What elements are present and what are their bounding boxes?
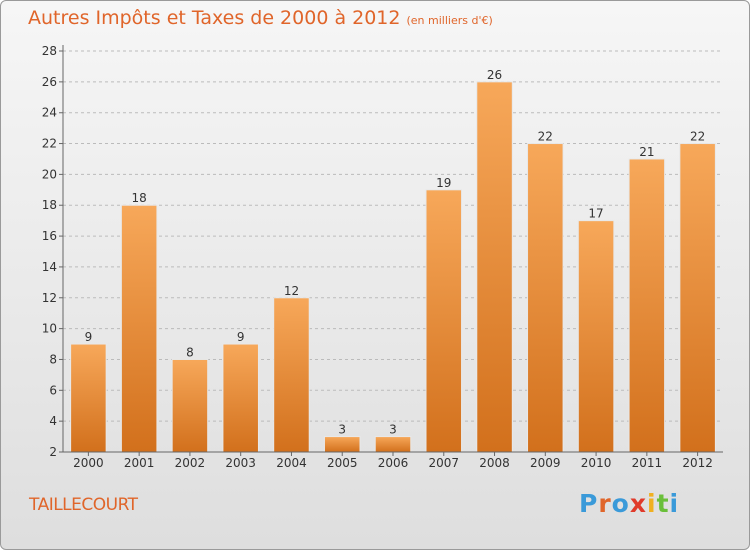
x-tick-label: 2005 xyxy=(327,456,358,470)
bar-2000 xyxy=(70,343,107,453)
logo-letter: t xyxy=(656,489,670,518)
x-tick-label: 2010 xyxy=(581,456,612,470)
data-label: 12 xyxy=(284,284,299,298)
proxiti-logo: Proxiti xyxy=(579,489,679,518)
chart-title-text: Autres Impôts et Taxes de 2000 à 2012 xyxy=(28,7,401,29)
logo-letter: P xyxy=(579,489,599,518)
bar-2004 xyxy=(273,297,310,453)
logo-letter: i xyxy=(647,489,657,518)
x-tick-label: 2000 xyxy=(73,456,104,470)
bar-2005 xyxy=(323,436,361,453)
x-tick-label: 2006 xyxy=(378,456,409,470)
bar-2011 xyxy=(628,158,666,453)
x-tick-label: 2003 xyxy=(225,456,256,470)
y-tick-label: 18 xyxy=(42,198,57,212)
data-label: 9 xyxy=(85,330,93,344)
x-tick-label: 2008 xyxy=(479,456,510,470)
x-tick-label: 2011 xyxy=(632,456,663,470)
data-label: 21 xyxy=(639,145,654,159)
data-label: 3 xyxy=(338,423,346,437)
data-label: 18 xyxy=(132,191,147,205)
x-tick-label: 2009 xyxy=(530,456,561,470)
data-label: 19 xyxy=(436,176,451,190)
bar-2007 xyxy=(425,189,463,453)
x-tick-label: 2007 xyxy=(428,456,459,470)
bar-2008 xyxy=(476,81,513,453)
y-tick-label: 10 xyxy=(42,322,57,336)
y-tick-label: 24 xyxy=(42,106,57,120)
data-label: 3 xyxy=(389,423,397,437)
bar-2002 xyxy=(171,358,209,453)
logo-letter: x xyxy=(629,489,647,518)
x-tick-label: 2004 xyxy=(276,456,307,470)
x-tick-label: 2012 xyxy=(682,456,713,470)
x-tick-label: 2001 xyxy=(124,456,155,470)
y-tick-label: 14 xyxy=(42,260,57,274)
data-label: 17 xyxy=(588,207,603,221)
y-tick-label: 8 xyxy=(49,352,57,366)
y-tick-label: 22 xyxy=(42,137,57,151)
y-tick-label: 28 xyxy=(42,44,57,58)
y-tick-label: 4 xyxy=(49,414,57,428)
data-label: 22 xyxy=(538,130,553,144)
bar-2009 xyxy=(527,143,564,453)
y-tick-label: 20 xyxy=(42,167,57,181)
chart-unit: (en milliers d'€) xyxy=(406,14,493,27)
bar-2001 xyxy=(120,204,158,453)
logo-letter: r xyxy=(598,489,612,518)
data-label: 9 xyxy=(237,330,245,344)
data-label: 22 xyxy=(690,130,705,144)
bar-2006 xyxy=(374,436,412,453)
bar-2012 xyxy=(679,143,716,453)
chart-title: Autres Impôts et Taxes de 2000 à 2012 (en… xyxy=(28,7,493,29)
x-tick-label: 2002 xyxy=(175,456,206,470)
data-label: 26 xyxy=(487,68,502,82)
y-tick-label: 16 xyxy=(42,229,57,243)
y-tick-label: 26 xyxy=(42,75,57,89)
bar-2010 xyxy=(577,220,615,453)
data-label: 8 xyxy=(186,345,194,359)
logo-letter: i xyxy=(669,489,680,518)
y-tick-label: 12 xyxy=(42,291,57,305)
y-tick-label: 6 xyxy=(49,383,57,397)
y-tick-label: 2 xyxy=(49,445,57,459)
commune-name: TAILLECOURT xyxy=(29,495,138,515)
bar-2003 xyxy=(222,343,259,453)
logo-letter: o xyxy=(611,489,630,518)
